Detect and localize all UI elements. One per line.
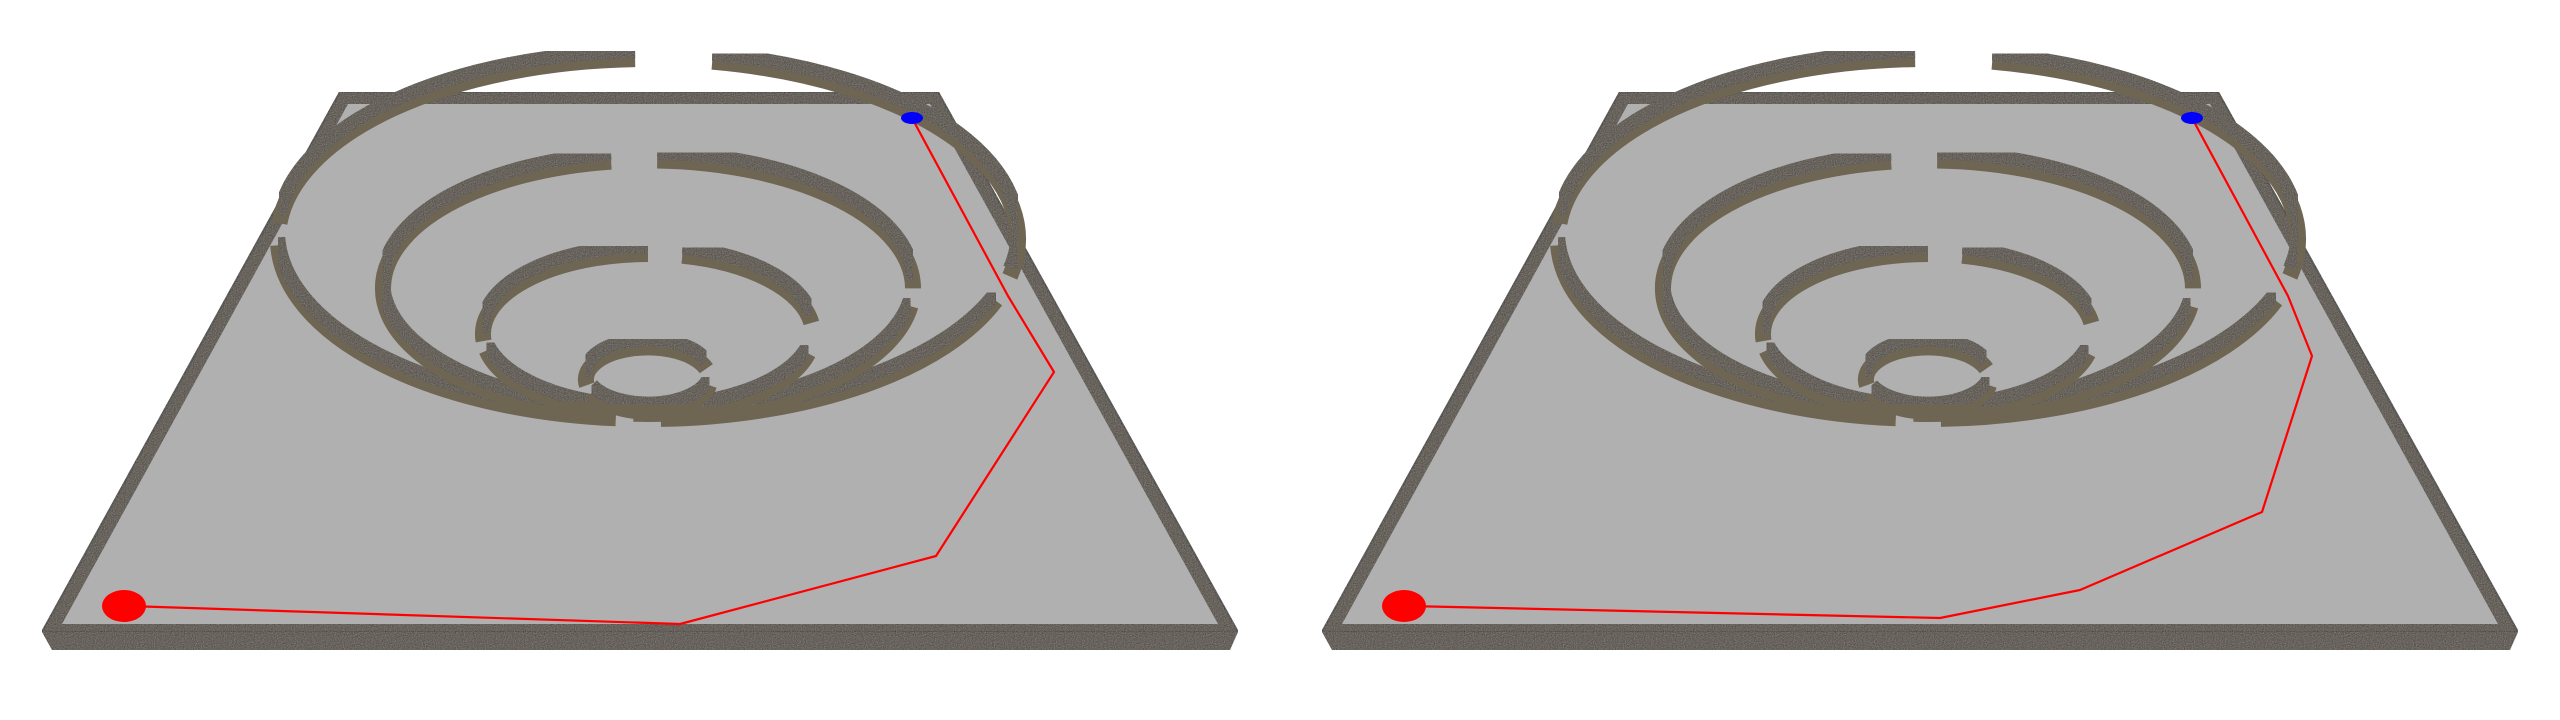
maze-wall (586, 374, 716, 411)
maze-wall (657, 145, 920, 281)
maze-wall (476, 239, 649, 335)
maze-wall (1937, 145, 2200, 281)
maze-wall (681, 240, 819, 318)
board-edge (42, 632, 1238, 650)
goal-marker (2181, 112, 2203, 124)
maze-wall (711, 46, 1025, 272)
start-marker (1382, 590, 1426, 622)
maze-wall (1760, 339, 1873, 409)
left-view (40, 44, 1240, 650)
right-view (1320, 44, 2520, 650)
board-edge (1322, 632, 2518, 650)
maze-wall (1866, 374, 1996, 411)
solution-path (127, 117, 1056, 626)
start-marker (102, 590, 146, 622)
maze-wall (1756, 239, 1929, 335)
solution-path (1407, 117, 2314, 620)
maze-walls (1550, 44, 2306, 427)
maze-floor (62, 104, 1218, 624)
maze-wall (1961, 240, 2099, 318)
maze-wall (480, 339, 593, 409)
maze-wall (1552, 44, 1916, 217)
goal-marker (901, 112, 923, 124)
maze-floor (1342, 104, 2498, 624)
maze-wall (272, 44, 636, 217)
maze-walls (270, 44, 1026, 427)
maze-wall (1991, 46, 2305, 272)
maze-wall (578, 332, 713, 380)
maze-wall (1858, 332, 1993, 380)
